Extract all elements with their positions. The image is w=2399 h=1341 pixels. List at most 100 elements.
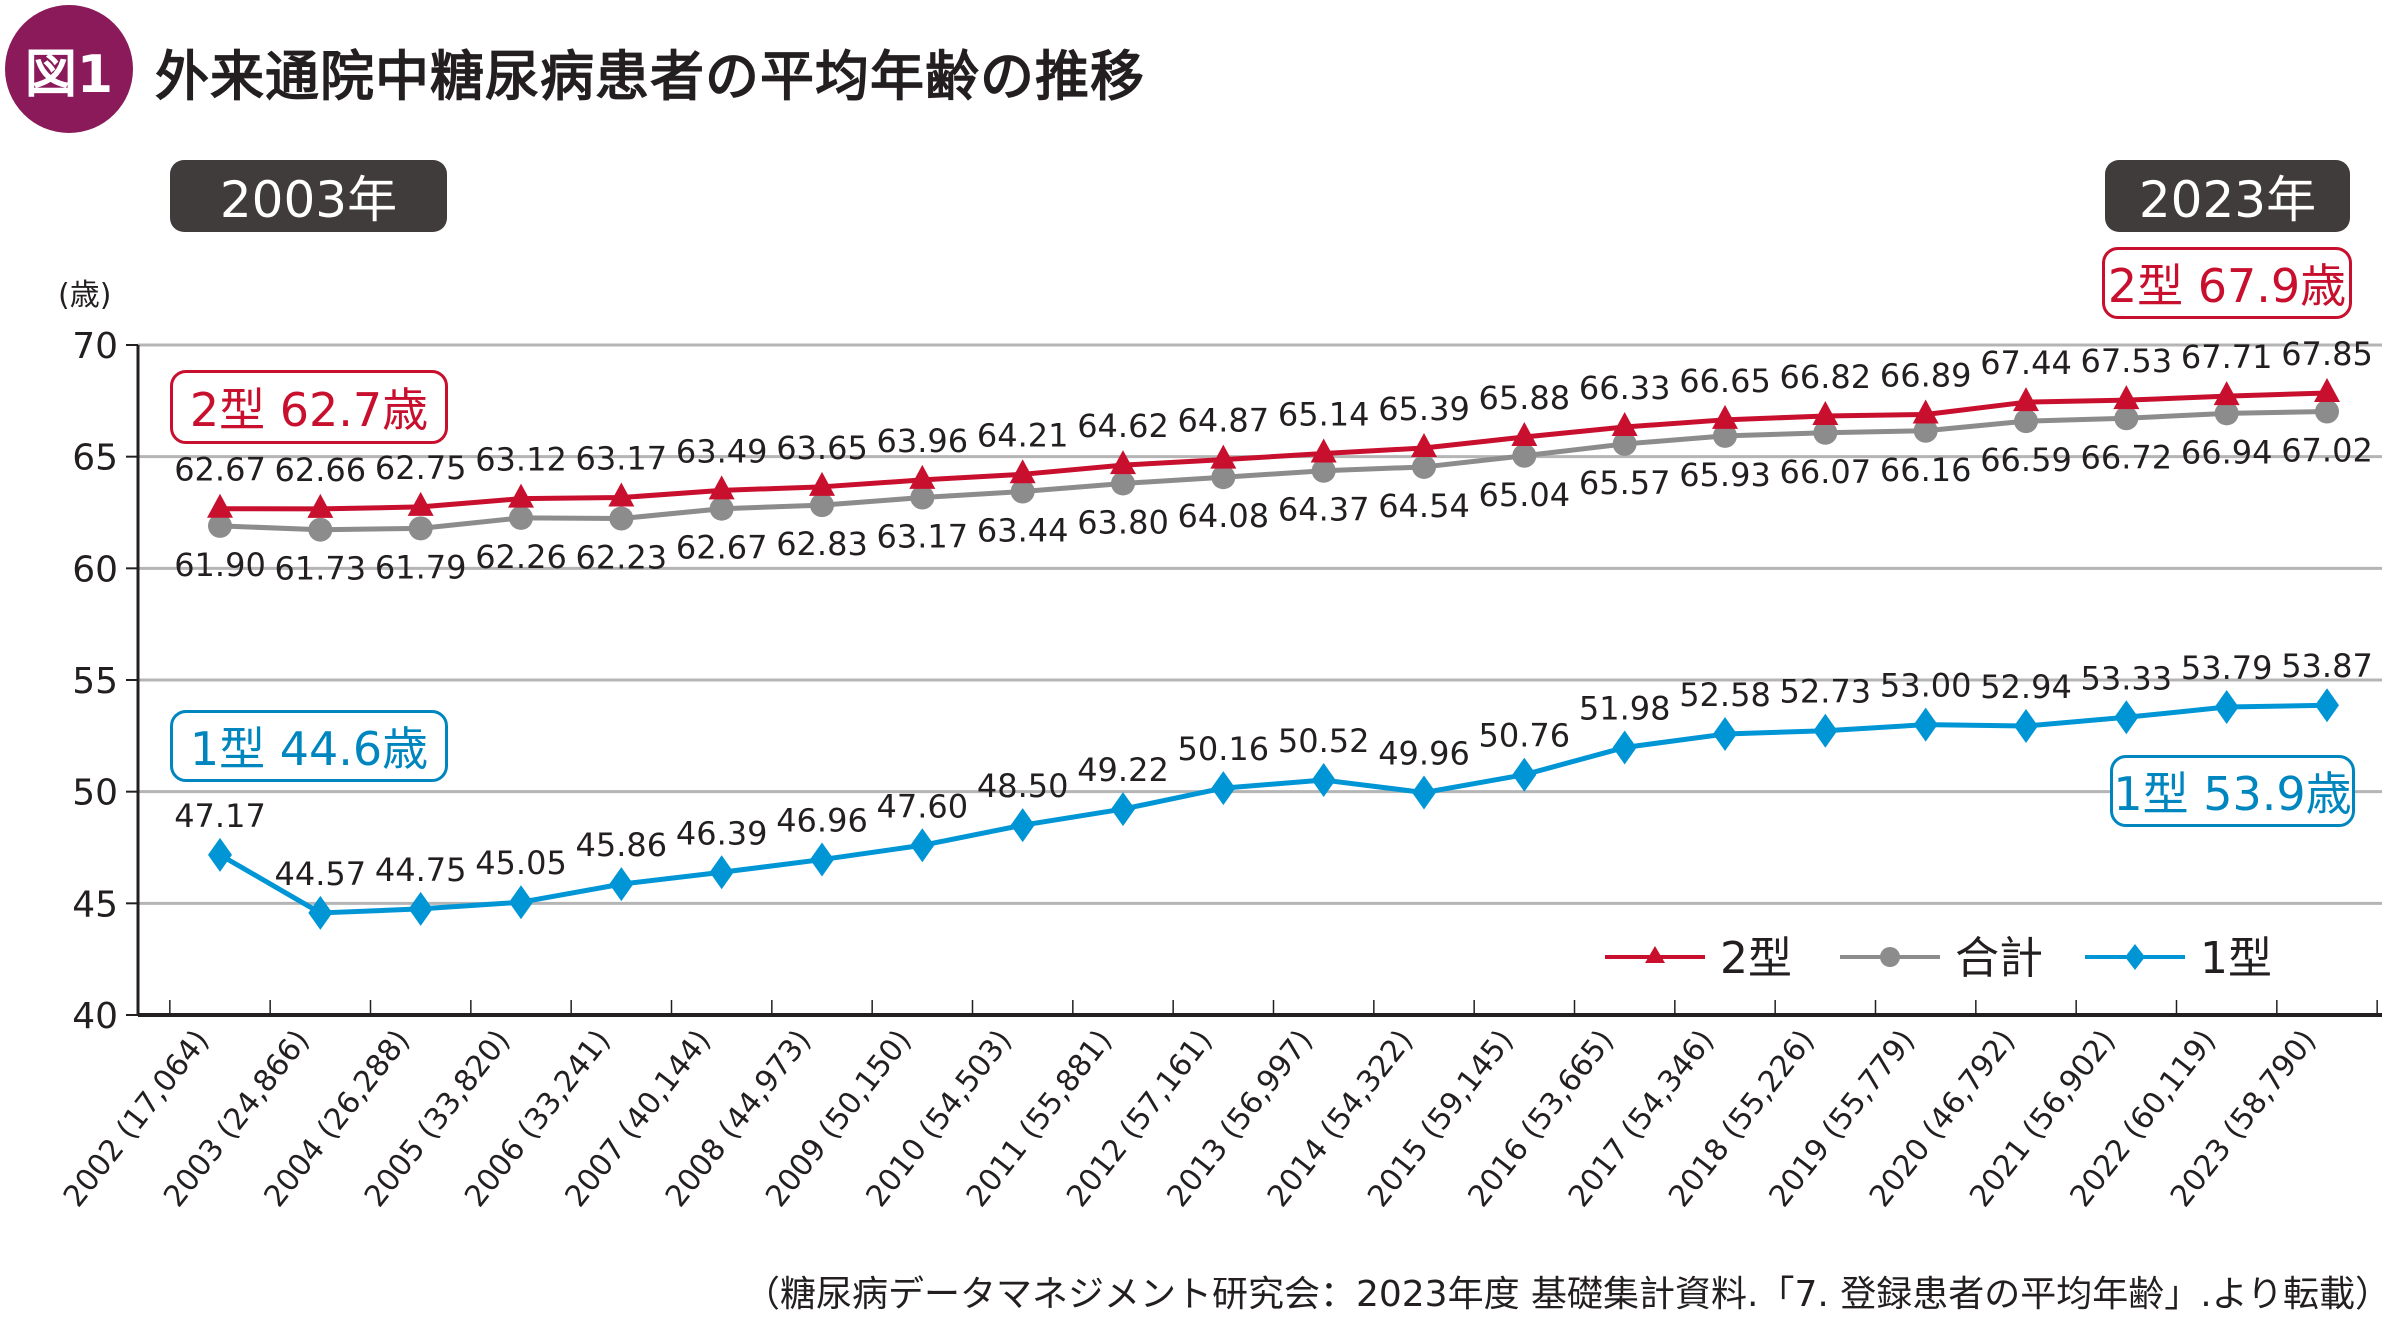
- series-line-type1: [218, 702, 2328, 916]
- data-label: 65.88: [1479, 379, 1571, 417]
- legend-item: 1型: [2085, 933, 2272, 984]
- data-point-marker: [1813, 420, 1838, 445]
- data-point-marker: [1912, 399, 1939, 424]
- data-point-marker: [1612, 431, 1637, 456]
- data-label: 63.49: [676, 432, 768, 470]
- data-label: 67.02: [2281, 432, 2373, 470]
- data-point-marker: [1712, 404, 1738, 429]
- data-point-marker: [910, 828, 935, 863]
- data-point-marker: [2315, 688, 2339, 723]
- y-tick-label: 40: [72, 996, 118, 1037]
- data-label: 52.73: [1780, 673, 1872, 711]
- data-point-marker: [810, 842, 834, 877]
- data-label: 66.65: [1679, 362, 1771, 400]
- data-label: 63.65: [776, 429, 868, 467]
- type2-end-summary: 2型 67.9歳: [2102, 247, 2352, 319]
- data-label: 65.39: [1378, 390, 1470, 428]
- type2-start-summary: 2型 62.7歳: [170, 370, 448, 444]
- data-label: 64.62: [1077, 407, 1169, 445]
- y-tick-label: 65: [72, 438, 118, 479]
- data-label: 61.79: [375, 548, 467, 586]
- data-point-marker: [308, 895, 333, 930]
- data-label: 44.75: [375, 851, 467, 889]
- data-label: 65.14: [1278, 396, 1370, 434]
- legend-item: 合計: [1840, 933, 2043, 984]
- legend-label: 合計: [1955, 933, 2043, 984]
- data-labels: 61.90 61.73 61.79 62.26 62.23 62.67 62.83 63.17…: [174, 335, 2373, 893]
- data-label: 67.44: [1980, 344, 2072, 382]
- figure-title: 外来通院中糖尿病患者の平均年齢の推移: [155, 45, 1145, 108]
- data-label: 51.98: [1579, 689, 1671, 727]
- data-label: 50.52: [1278, 722, 1370, 760]
- data-label: 63.80: [1077, 503, 1169, 541]
- data-label: 63.12: [475, 441, 567, 479]
- data-point-marker: [307, 493, 334, 518]
- data-point-marker: [2213, 381, 2240, 406]
- data-point-marker: [1812, 401, 1839, 426]
- data-point-marker: [1311, 763, 1336, 798]
- data-label: 67.53: [2081, 342, 2173, 380]
- data-point-marker: [1010, 808, 1035, 843]
- data-point-marker: [508, 483, 534, 508]
- data-point-marker: [408, 891, 433, 926]
- data-label: 62.23: [576, 539, 668, 577]
- data-point-marker: [1111, 471, 1135, 496]
- figure-badge-label: 図1: [24, 44, 114, 105]
- data-point-marker: [308, 517, 333, 542]
- x-tick-labels: 2002 (17,064)2003 (24,866)2004 (26,288)2…: [57, 1023, 2323, 1213]
- data-point-marker: [1913, 707, 1938, 742]
- data-label: 44.57: [275, 855, 367, 893]
- data-label: 47.17: [174, 797, 266, 835]
- data-point-marker: [509, 505, 533, 530]
- data-point-marker: [1611, 411, 1638, 436]
- data-point-marker: [1311, 458, 1336, 483]
- data-point-marker: [2013, 387, 2039, 412]
- data-label: 50.16: [1178, 730, 1270, 768]
- series-group: [207, 378, 2340, 930]
- data-point-marker: [2014, 409, 2038, 434]
- data-point-marker: [1511, 422, 1538, 447]
- data-point-marker: [709, 496, 734, 521]
- data-point-marker: [2113, 385, 2140, 410]
- data-label: 46.96: [776, 802, 868, 840]
- data-label: 64.37: [1278, 491, 1370, 529]
- data-point-marker: [1412, 775, 1436, 810]
- data-point-marker: [2014, 709, 2038, 744]
- data-point-marker: [2314, 378, 2340, 403]
- data-label: 63.44: [977, 512, 1069, 550]
- data-point-marker: [2214, 690, 2239, 725]
- year-end-badge: 2023年: [2105, 160, 2350, 232]
- data-label: 66.82: [1780, 358, 1872, 396]
- data-point-marker: [1512, 757, 1537, 792]
- data-label: 63.17: [576, 440, 668, 478]
- data-point-marker: [1211, 771, 1236, 806]
- y-tick-labels: 40 45 50 55 60 65 70: [72, 326, 118, 1037]
- data-label: 50.76: [1479, 717, 1571, 755]
- data-point-marker: [1813, 713, 1838, 748]
- data-point-marker: [909, 464, 936, 489]
- legend-circle-icon: [1880, 947, 1900, 967]
- data-label: 53.00: [1880, 667, 1972, 705]
- data-label: 66.72: [2081, 438, 2173, 476]
- data-label: 62.67: [174, 451, 266, 489]
- legend-label: 1型: [2200, 933, 2272, 984]
- data-label: 52.58: [1679, 676, 1771, 714]
- legend-diamond-icon: [2125, 944, 2145, 970]
- data-point-marker: [1010, 479, 1035, 504]
- data-label: 63.96: [877, 422, 969, 460]
- data-point-marker: [2315, 399, 2339, 424]
- data-label: 62.83: [776, 525, 868, 563]
- data-point-marker: [1913, 418, 1938, 443]
- data-point-marker: [809, 471, 835, 496]
- data-point-marker: [708, 475, 735, 500]
- data-label: 61.90: [174, 546, 266, 584]
- data-label: 64.08: [1178, 497, 1270, 535]
- data-label: 64.21: [977, 416, 1069, 454]
- data-point-marker: [1612, 730, 1637, 765]
- data-point-marker: [208, 837, 232, 872]
- data-label: 64.87: [1178, 402, 1270, 440]
- series-line-type2: [219, 390, 2328, 512]
- data-label: 53.87: [2281, 647, 2373, 685]
- data-label: 52.94: [1980, 668, 2072, 706]
